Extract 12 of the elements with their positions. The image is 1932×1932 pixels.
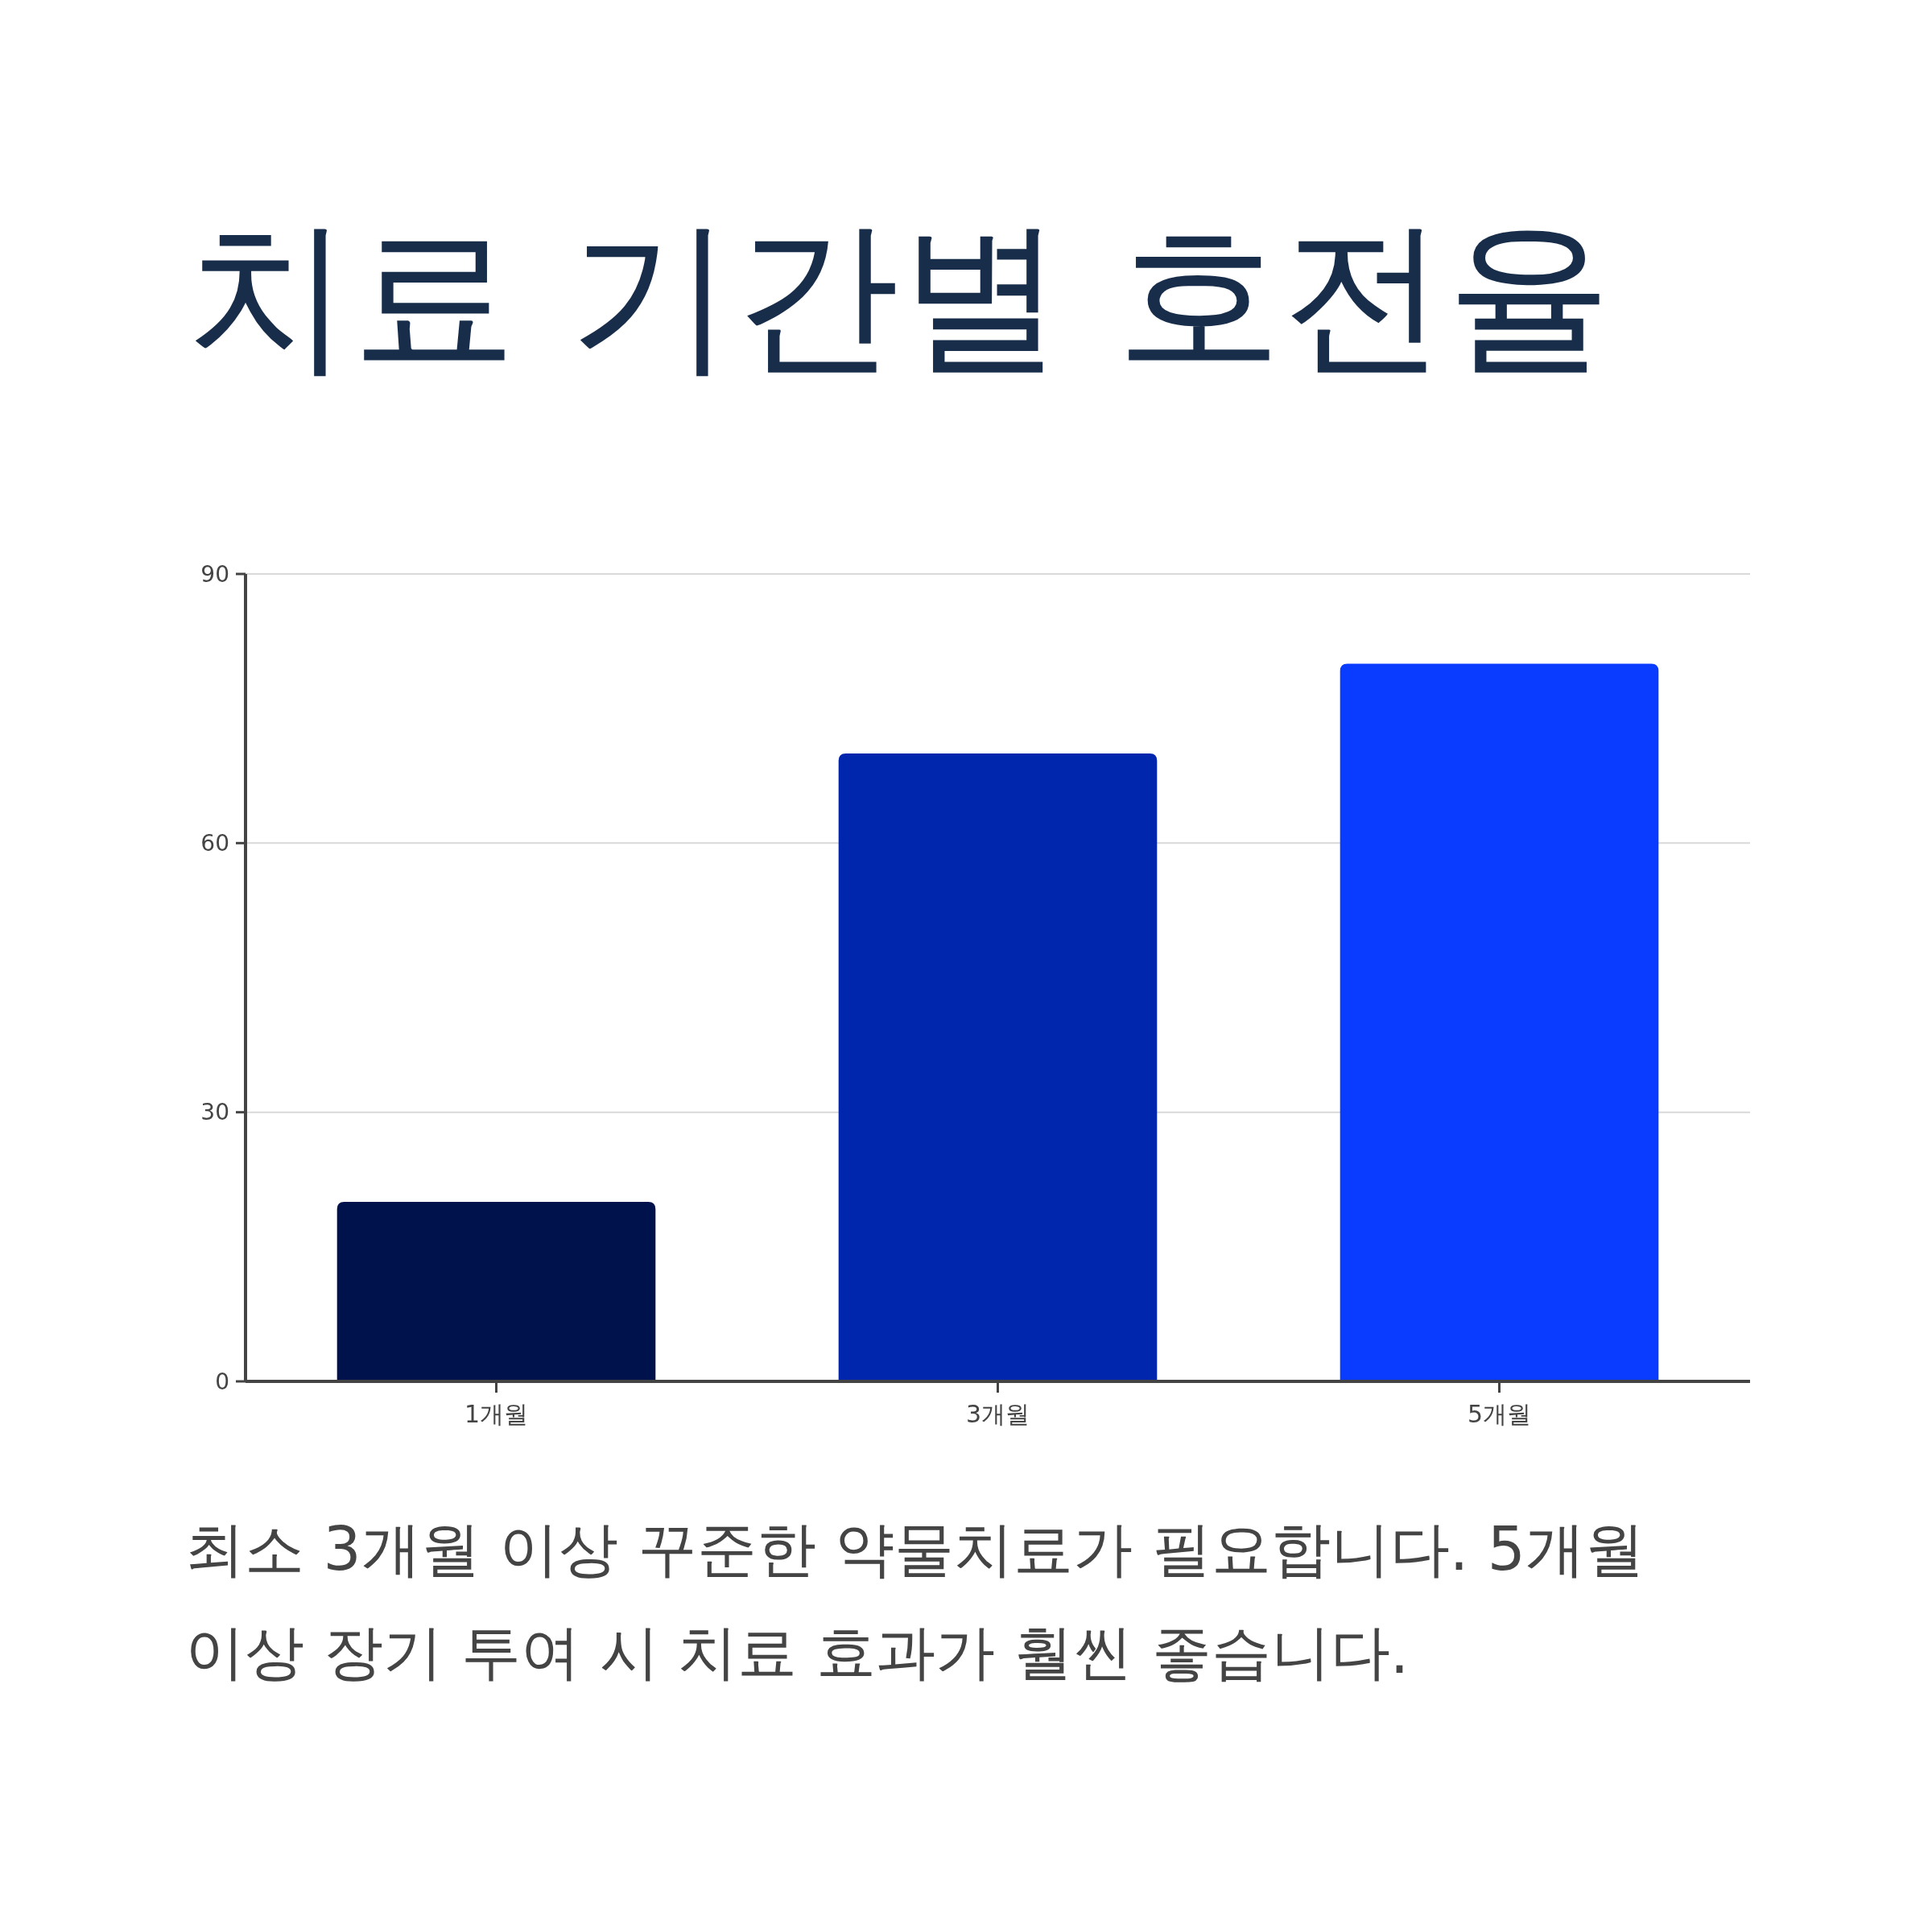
y-tick-label: 60: [200, 829, 229, 857]
bar: [336, 1202, 656, 1381]
y-tick-label: 30: [200, 1099, 229, 1126]
text: 최소 3개월 이상 꾸준한 약물치료가 필요합니다. 5개월 이상 장기 투여 시 치료 효과가 훨씬 좋습니다.: [185, 1513, 1645, 1688]
y-tick-label: 0: [215, 1368, 229, 1395]
bar: [838, 753, 1158, 1381]
bar: [1340, 663, 1659, 1381]
y-tick-label: 90: [200, 560, 229, 588]
x-tick-label: 3개월: [965, 1399, 1030, 1428]
chart-title: 치료 기간별 호전율: [187, 200, 1612, 391]
x-tick-label: 5개월: [1467, 1399, 1532, 1428]
x-tick-label: 1개월: [464, 1399, 529, 1428]
